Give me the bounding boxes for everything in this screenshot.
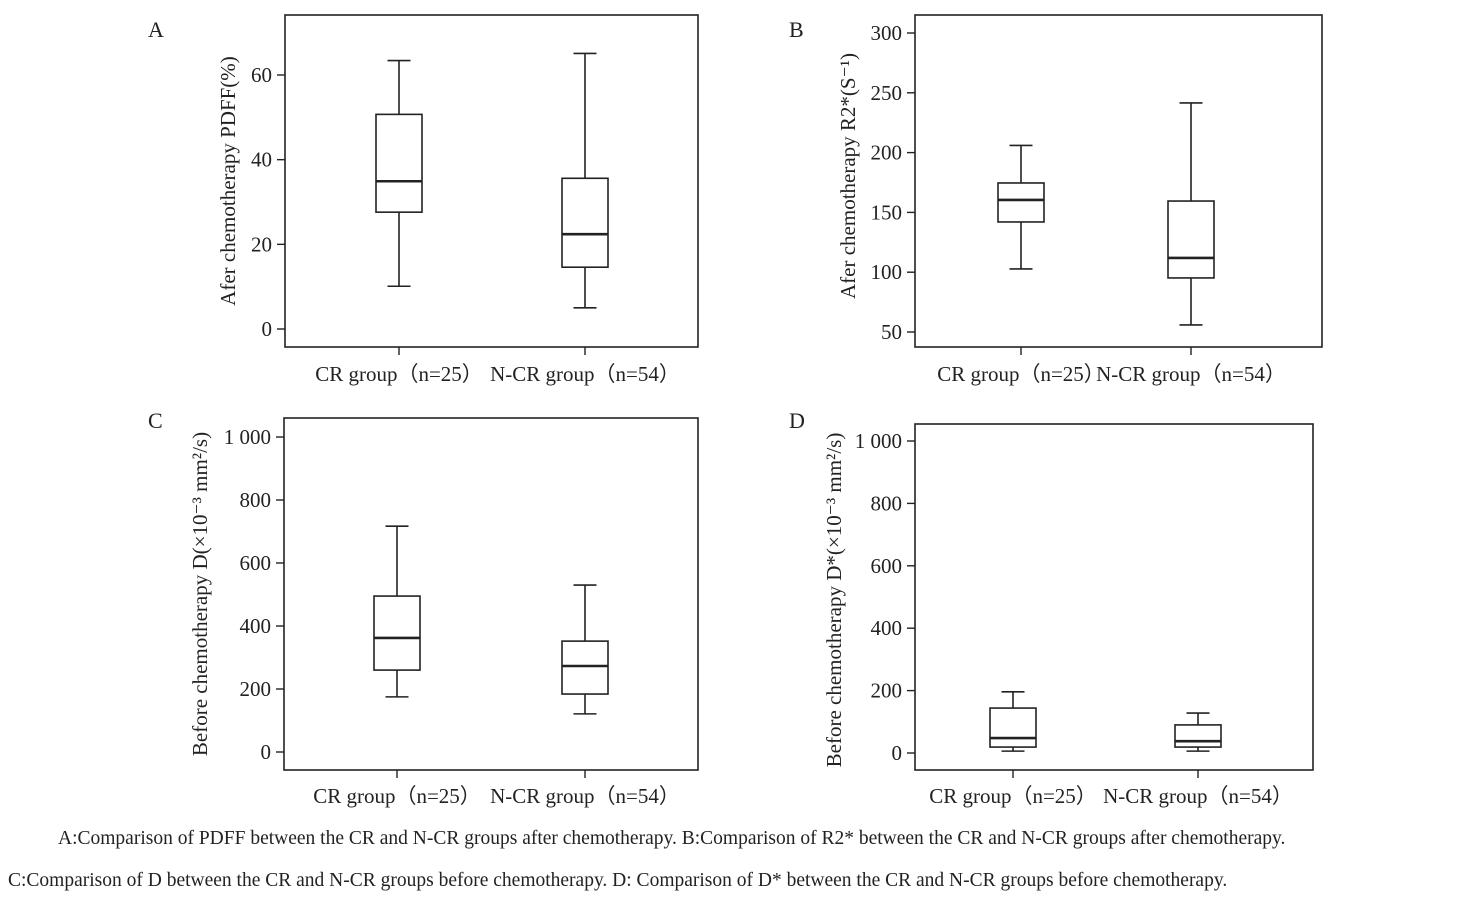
panel-d: D Before chemotherapy D*(×10⁻³ mm²/s) 0 200…	[789, 408, 1314, 808]
iqr-box	[989, 707, 1037, 748]
y-tick-label: 600	[240, 551, 272, 575]
y-tick-label: 20	[251, 232, 272, 256]
caption-line-2: C:Comparison of D between the CR and N-C…	[8, 870, 1228, 891]
iqr-box	[1174, 724, 1222, 748]
box-n-cr	[1167, 102, 1215, 326]
y-tick-label: 1 000	[224, 425, 271, 449]
x-tick-label: N-CR group（n=54）	[1096, 362, 1286, 386]
panel-label: C	[148, 408, 163, 433]
panel-c: C Before chemotherapy D(×10⁻³ mm²/s) 0 200 4…	[148, 408, 699, 808]
y-tick-label: 50	[881, 320, 902, 344]
box-cr	[375, 59, 423, 288]
box-n-cr	[561, 584, 609, 715]
panel-label: A	[148, 17, 164, 42]
panel-label: D	[789, 408, 805, 433]
y-tick-label: 400	[240, 614, 272, 638]
box-cr	[997, 144, 1045, 270]
iqr-box	[375, 113, 423, 213]
plot-frame	[284, 14, 699, 348]
x-tick-label: CR group（n=25）	[315, 362, 483, 386]
x-tick-label: CR group（n=25）	[313, 784, 481, 808]
box-n-cr	[1174, 712, 1222, 752]
panel-b: B Afer chemotherapy R2*(S⁻¹) 50 100 150 200 25…	[789, 14, 1323, 386]
y-tick-label: 250	[871, 81, 903, 105]
x-tick-label: CR group（n=25）	[929, 784, 1097, 808]
y-axis-label: Before chemotherapy D(×10⁻³ mm²/s)	[188, 432, 212, 756]
y-axis-label: Before chemotherapy D*(×10⁻³ mm²/s)	[822, 433, 846, 768]
y-tick-label: 600	[871, 554, 903, 578]
x-tick-label: CR group（n=25）	[937, 362, 1105, 386]
y-tick-label: 60	[251, 63, 272, 87]
plot-frame	[283, 417, 699, 771]
iqr-box	[561, 640, 609, 695]
plot-frame	[914, 14, 1323, 348]
y-tick-label: 800	[240, 488, 272, 512]
x-tick-label: N-CR group（n=54）	[1103, 784, 1293, 808]
y-tick-label: 200	[871, 679, 903, 703]
y-tick-label: 800	[871, 491, 903, 515]
x-tick-label: N-CR group（n=54）	[490, 784, 680, 808]
y-axis-label: Afer chemotherapy R2*(S⁻¹)	[836, 53, 860, 299]
box-cr	[989, 691, 1037, 752]
y-tick-label: 100	[871, 260, 903, 284]
y-tick-label: 0	[261, 740, 272, 764]
y-tick-label: 400	[871, 616, 903, 640]
box-n-cr	[561, 52, 609, 309]
iqr-box	[373, 595, 421, 671]
caption-line-1: A:Comparison of PDFF between the CR and …	[58, 828, 1286, 849]
panel-a: A Afer chemotherapy PDFF(%) 0 20 40 60 CR grou…	[148, 14, 699, 386]
y-tick-label: 1 000	[855, 429, 902, 453]
y-tick-label: 0	[262, 317, 273, 341]
iqr-box	[997, 182, 1045, 223]
y-tick-label: 150	[871, 200, 903, 224]
y-tick-label: 0	[892, 741, 903, 765]
y-tick-label: 40	[251, 148, 272, 172]
box-cr	[373, 525, 421, 698]
panel-label: B	[789, 17, 804, 42]
y-axis-label: Afer chemotherapy PDFF(%)	[216, 56, 240, 306]
y-tick-label: 200	[240, 677, 272, 701]
iqr-box	[561, 177, 609, 268]
y-tick-label: 200	[871, 141, 903, 165]
y-tick-label: 300	[871, 21, 903, 45]
x-tick-label: N-CR group（n=54）	[490, 362, 680, 386]
plot-frame	[914, 423, 1314, 771]
iqr-box	[1167, 200, 1215, 279]
